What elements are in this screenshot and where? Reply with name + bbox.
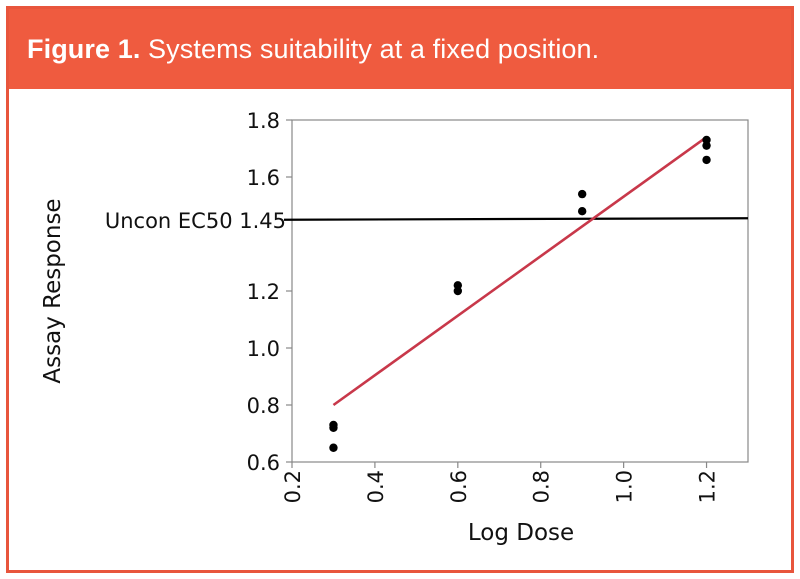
- y-tick-label: 0.8: [247, 394, 280, 418]
- data-point: [577, 189, 587, 199]
- x-tick-label: 0.6: [447, 470, 471, 503]
- y-axis-label: Assay Response: [40, 198, 66, 383]
- figure-label: Figure 1.: [27, 33, 141, 64]
- fit-line: [332, 136, 708, 407]
- fit-layer: [332, 136, 708, 407]
- figure-caption: Figure 1. Systems suitability at a fixed…: [27, 34, 599, 65]
- data-point: [329, 443, 338, 452]
- x-tick-label: 0.2: [281, 470, 305, 503]
- axis-ticks: 0.6 0.8 1.0 1.2 1.6 1.8 0.2 0.4 0.6 0.8 1.0 1.2: [247, 109, 720, 503]
- y-tick-label: 1.8: [247, 109, 280, 133]
- data-point: [702, 155, 711, 165]
- x-tick-label: 1.2: [696, 470, 720, 503]
- x-tick-label: 0.4: [364, 470, 388, 503]
- x-axis-label: Log Dose: [468, 520, 574, 546]
- data-point: [702, 141, 711, 150]
- figure-caption-text: Systems suitability at a fixed position.: [148, 33, 600, 64]
- figure-header: Figure 1. Systems suitability at a fixed…: [9, 9, 791, 89]
- data-point: [329, 423, 338, 432]
- x-tick-label: 1.0: [613, 470, 637, 503]
- x-tick-label: 0.8: [530, 470, 554, 503]
- data-point: [577, 207, 587, 216]
- y-tick-label: 0.6: [247, 451, 280, 475]
- data-point: [453, 286, 463, 296]
- reference-line-label: Uncon EC50 1.45: [105, 209, 286, 233]
- reference-line: [283, 217, 749, 221]
- figure-frame: Figure 1. Systems suitability at a fixed…: [6, 6, 794, 573]
- plot-area: [291, 119, 749, 463]
- y-tick-label: 1.2: [247, 280, 280, 304]
- y-tick-label: 1.6: [247, 166, 280, 190]
- y-tick-label: 1.0: [247, 337, 280, 361]
- points-layer: [329, 135, 711, 452]
- reference-layer: Uncon EC50 1.45: [105, 209, 749, 233]
